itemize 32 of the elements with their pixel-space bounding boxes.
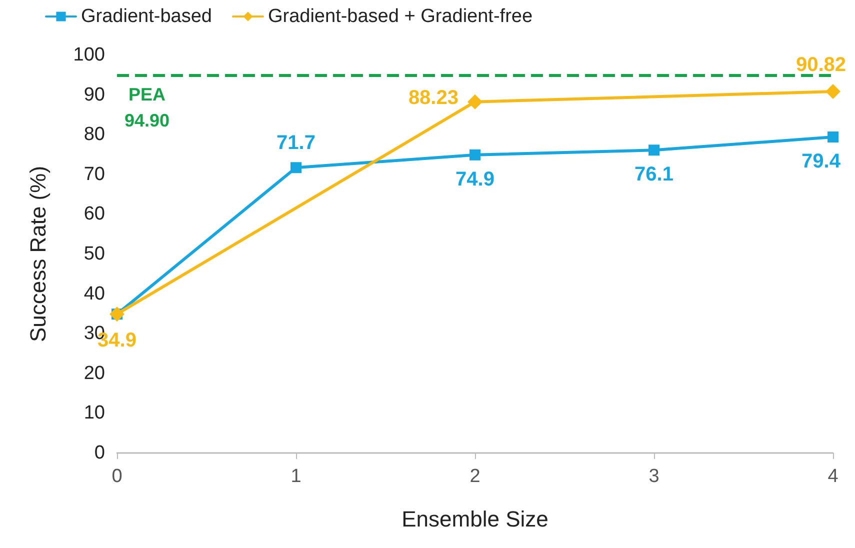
y-tick-label: 50 xyxy=(84,244,105,264)
point xyxy=(470,149,480,160)
y-axis-title: Success Rate (%) xyxy=(26,166,50,342)
y-tick-label: 80 xyxy=(84,124,105,146)
ref-line-label: PEA 94.90 xyxy=(124,84,170,130)
point xyxy=(828,131,838,142)
data-label: 90.82 xyxy=(796,54,846,76)
x-tick-label: 4 xyxy=(828,466,839,487)
data-label: 74.9 xyxy=(456,168,494,190)
x-tick-label: 2 xyxy=(470,466,480,487)
data-label: 88.23 xyxy=(408,86,458,109)
y-tick-label: 20 xyxy=(84,362,105,384)
x-tick-label: 1 xyxy=(290,466,302,487)
point xyxy=(648,144,660,156)
legend-label: Gradient-based + Gradient-free xyxy=(268,6,533,27)
x-axis-title: Ensemble Size xyxy=(402,506,548,532)
y-tick-label: 90 xyxy=(84,84,105,106)
y-tick-label: 40 xyxy=(84,283,105,304)
x-tick-label: 0 xyxy=(112,466,122,487)
data-label: 76.1 xyxy=(634,164,674,186)
data-label: 79.4 xyxy=(802,150,842,172)
y-tick-label: 100 xyxy=(73,44,105,66)
data-label: 71.7 xyxy=(276,132,316,154)
point xyxy=(468,94,482,110)
x-tick-label: 3 xyxy=(648,466,660,487)
y-tick-label: 0 xyxy=(94,442,105,464)
legend-label: Gradient-based xyxy=(81,6,212,27)
point xyxy=(826,84,840,100)
y-tick-label: 60 xyxy=(84,204,105,225)
y-tick-label: 70 xyxy=(84,164,105,185)
point xyxy=(290,162,302,174)
y-tick-label: 10 xyxy=(84,402,105,424)
